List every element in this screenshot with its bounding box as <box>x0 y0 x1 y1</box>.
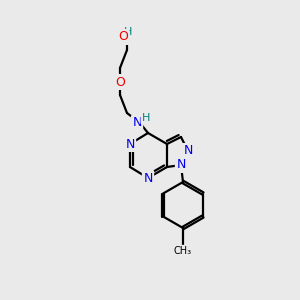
Text: N: N <box>132 116 142 130</box>
Text: O: O <box>118 31 128 44</box>
Text: H: H <box>124 27 132 37</box>
Text: O: O <box>115 76 125 88</box>
Text: N: N <box>183 145 193 158</box>
Text: N: N <box>125 137 135 151</box>
Text: H: H <box>142 113 150 123</box>
Text: N: N <box>176 158 186 172</box>
Text: CH₃: CH₃ <box>174 246 192 256</box>
Text: N: N <box>143 172 153 184</box>
